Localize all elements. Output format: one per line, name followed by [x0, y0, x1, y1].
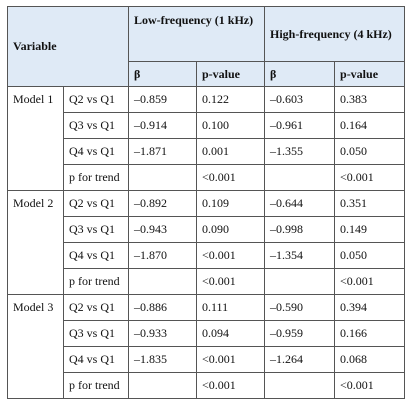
header-cell: p-value [334, 61, 406, 87]
row: Q4 vs Q1 –1.835 <0.001 –1.264 0.068 [8, 346, 406, 373]
cell: –0.886 [128, 294, 197, 321]
cell: Q2 vs Q1 [63, 294, 129, 321]
cell [128, 164, 197, 191]
cell [264, 268, 336, 295]
cell: –0.914 [128, 112, 197, 139]
cell: <0.001 [195, 164, 266, 191]
row: Q4 vs Q1 –1.871 0.001 –1.355 0.050 [8, 138, 406, 165]
results-table: Variable Low-frequency (1 kHz) High-freq… [7, 6, 406, 399]
cell: 0.050 [334, 138, 406, 165]
cell: p for trend [63, 372, 129, 399]
cell [264, 164, 336, 191]
cell: Q2 vs Q1 [63, 86, 129, 113]
cell: 0.394 [334, 294, 406, 321]
cell: 0.109 [195, 190, 266, 217]
cell: –0.943 [128, 216, 197, 243]
row: Model 1 Q2 vs Q1 –0.859 0.122 –0.603 0.383 [7, 86, 406, 191]
cell: –1.871 [128, 138, 197, 165]
row: Q3 vs Q1 –0.943 0.090 –0.998 0.149 [8, 216, 406, 243]
cell: <0.001 [334, 372, 406, 399]
header-cell: β [264, 61, 336, 87]
cell [128, 372, 197, 399]
cell: 0.100 [195, 112, 266, 139]
cell: –1.355 [264, 138, 336, 165]
header-cell: β [128, 61, 197, 87]
cell: <0.001 [334, 268, 406, 295]
cell: 0.001 [195, 138, 266, 165]
cell: –0.933 [128, 320, 197, 347]
cell: Q4 vs Q1 [63, 242, 129, 269]
cell: <0.001 [195, 346, 266, 373]
row: Model 2 Q2 vs Q1 –0.892 0.109 –0.644 0.351 [7, 190, 406, 295]
cell: Q2 vs Q1 [63, 190, 129, 217]
cell: 0.383 [334, 86, 406, 113]
table-body: Model 1 Q2 vs Q1 –0.859 0.122 –0.603 0.383 Q3 … [7, 86, 406, 399]
header-cell: p-value [195, 61, 266, 87]
cell: –0.998 [264, 216, 336, 243]
cell: <0.001 [334, 164, 406, 191]
cell [264, 372, 336, 399]
cell: –0.892 [128, 190, 197, 217]
cell: Q4 vs Q1 [63, 138, 129, 165]
cell: –1.835 [128, 346, 197, 373]
cell: <0.001 [195, 268, 266, 295]
cell: –0.644 [264, 190, 336, 217]
header-cell: High-frequency (4 kHz) [264, 6, 406, 62]
row: Q4 vs Q1 –1.870 <0.001 –1.354 0.050 [8, 242, 406, 269]
cell: –0.590 [264, 294, 336, 321]
cell: 0.068 [334, 346, 406, 373]
cell: –0.603 [264, 86, 336, 113]
cell: –0.859 [128, 86, 197, 113]
cell: 0.094 [195, 320, 266, 347]
cell: <0.001 [195, 372, 266, 399]
cell: p for trend [63, 268, 129, 295]
header-cell: Low-frequency (1 kHz) [127, 6, 266, 62]
cell: Q4 vs Q1 [63, 346, 129, 373]
cell: p for trend [63, 164, 129, 191]
cell: –1.870 [128, 242, 197, 269]
row: p for trend <0.001 <0.001 [8, 164, 406, 191]
row: p for trend <0.001 <0.001 [8, 372, 406, 399]
model: Model 3 [7, 294, 64, 399]
cell [128, 268, 197, 295]
cell: –1.264 [264, 346, 336, 373]
cell: –1.354 [264, 242, 336, 269]
row: Model 3 Q2 vs Q1 –0.886 0.111 –0.590 0.394 [7, 294, 406, 399]
cell: 0.166 [334, 320, 406, 347]
row: Q3 vs Q1 –0.914 0.100 –0.961 0.164 [8, 112, 406, 139]
cell: 0.050 [334, 242, 406, 269]
model: Model 2 [7, 190, 64, 295]
row: Q3 vs Q1 –0.933 0.094 –0.959 0.166 [8, 320, 406, 347]
cell: 0.149 [334, 216, 406, 243]
model: Model 1 [7, 86, 64, 191]
cell: Q3 vs Q1 [63, 216, 129, 243]
cell: Q3 vs Q1 [63, 112, 129, 139]
cell: 0.122 [195, 86, 266, 113]
cell: –0.961 [264, 112, 336, 139]
row: p for trend <0.001 <0.001 [8, 268, 406, 295]
cell: 0.164 [334, 112, 406, 139]
cell: Q3 vs Q1 [63, 320, 129, 347]
cell: <0.001 [195, 242, 266, 269]
cell: –0.959 [264, 320, 336, 347]
cell: 0.351 [334, 190, 406, 217]
cell: 0.090 [195, 216, 266, 243]
header-cell: Variable [7, 6, 129, 87]
cell: 0.111 [195, 294, 266, 321]
